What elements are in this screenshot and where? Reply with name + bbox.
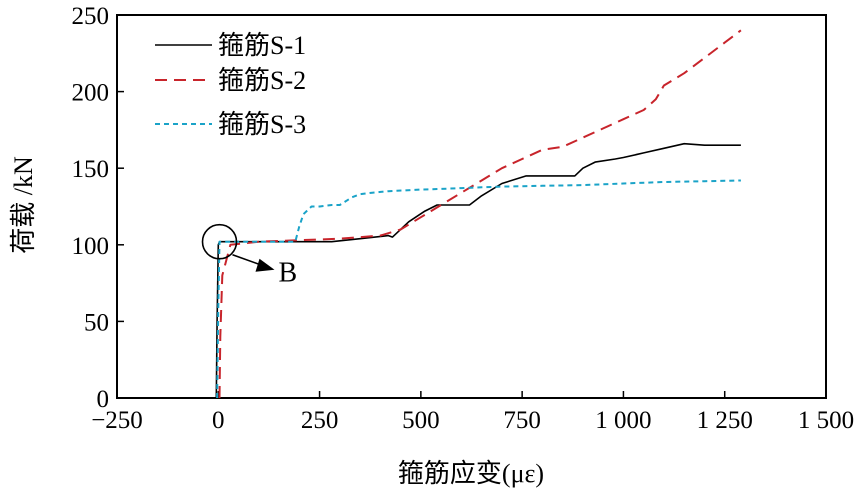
x-tick-label: 1 250 [697, 407, 753, 434]
series-line-3 [216, 179, 741, 399]
plot-frame [116, 14, 827, 399]
y-tick-label: 100 [72, 233, 110, 260]
x-axis-label: 箍筋应变(με) [398, 459, 544, 488]
plot-border [116, 14, 827, 399]
x-tick-label: 0 [212, 407, 225, 434]
y-tick-label: 200 [72, 80, 110, 107]
y-tick-label: 150 [72, 156, 110, 183]
legend-label-3: 箍筋S-3 [218, 110, 306, 139]
x-axis-ticks: −250 0 250 500 750 1 000 1 250 1 500 [91, 391, 854, 434]
annotation-label: B [279, 258, 298, 289]
annotation-layer: B [201, 223, 298, 289]
legend: 箍筋S-1 箍筋S-2 箍筋S-3 [155, 31, 306, 139]
legend-label-1: 箍筋S-1 [218, 31, 306, 60]
x-tick-label: 1 500 [798, 407, 854, 434]
y-tick-label: 50 [84, 309, 109, 336]
y-tick-label: 250 [72, 3, 110, 30]
x-tick-label: 750 [503, 407, 541, 434]
series-layer [215, 29, 742, 399]
legend-label-2: 箍筋S-2 [218, 66, 306, 95]
x-tick-label: −250 [91, 407, 143, 434]
y-axis-ticks: 0 50 100 150 200 250 [72, 3, 124, 413]
annotation-arrow-head [255, 258, 275, 272]
series-line-1 [215, 142, 741, 399]
x-tick-label: 250 [301, 407, 339, 434]
annotation-circle [201, 223, 238, 260]
y-axis-label: 荷载 /kN [9, 156, 38, 254]
x-tick-label: 500 [402, 407, 440, 434]
y-tick-label: 0 [97, 386, 110, 413]
x-tick-label: 1 000 [595, 407, 651, 434]
